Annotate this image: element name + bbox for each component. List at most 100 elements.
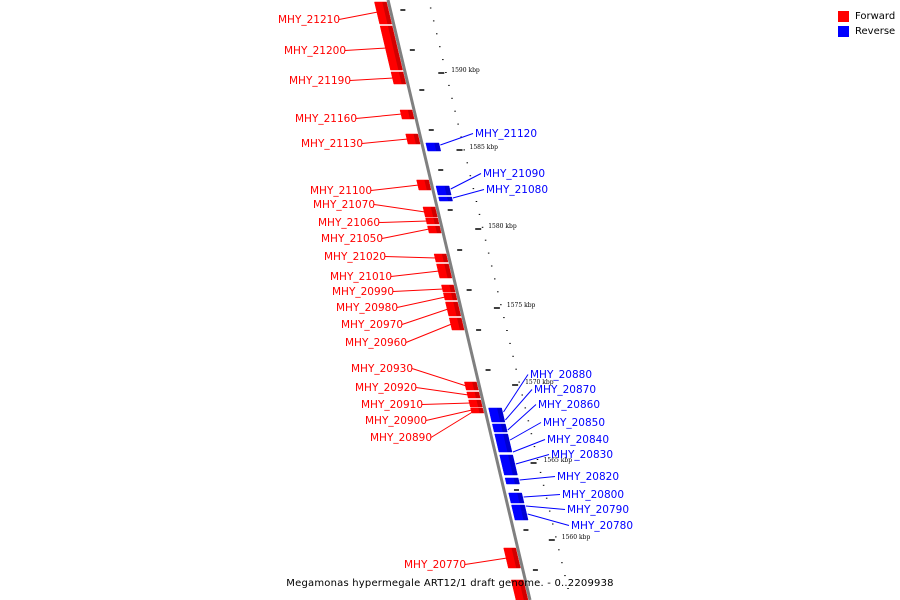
- forward-gene-block-shade: [449, 285, 456, 292]
- forward-gene-block-shade: [511, 548, 521, 568]
- reverse-gene-label[interactable]: MHY_20860: [538, 399, 600, 411]
- legend-forward-swatch: [838, 11, 849, 22]
- forward-callout-line: [384, 256, 437, 259]
- reverse-gene-block: [438, 196, 453, 202]
- forward-gene-block-shade: [474, 392, 481, 398]
- forward-gene-block-shade: [387, 26, 403, 70]
- forward-callout-line: [405, 323, 452, 343]
- forward-gene-label[interactable]: MHY_21200: [284, 45, 346, 57]
- legend-forward-label: Forward: [855, 11, 896, 22]
- reverse-callout-line: [512, 439, 546, 453]
- reverse-gene-block: [494, 433, 513, 453]
- forward-gene-block: [379, 25, 403, 71]
- forward-gene-block-shade: [424, 180, 431, 190]
- forward-gene-block-shade: [444, 264, 452, 278]
- forward-gene-label[interactable]: MHY_20770: [404, 559, 466, 571]
- reverse-gene-block: [502, 467, 518, 476]
- reverse-callout-line: [503, 374, 529, 413]
- reverse-gene-label[interactable]: MHY_21090: [483, 168, 545, 180]
- forward-gene-label[interactable]: MHY_21160: [295, 113, 357, 125]
- reverse-gene-block-shade: [517, 493, 525, 503]
- scale-label: 1590 kbp: [451, 67, 480, 74]
- reverse-gene-label[interactable]: MHY_20850: [543, 417, 605, 429]
- forward-gene-label[interactable]: MHY_20920: [355, 382, 417, 394]
- forward-gene-label[interactable]: MHY_21100: [310, 185, 372, 197]
- forward-gene-label[interactable]: MHY_21050: [321, 233, 383, 245]
- forward-gene-block: [436, 263, 453, 279]
- reverse-gene-block-shade: [503, 434, 512, 452]
- forward-gene-label[interactable]: MHY_21020: [324, 251, 386, 263]
- reverse-callout-line: [505, 389, 533, 421]
- reverse-gene-block-shade: [521, 512, 529, 520]
- forward-gene-block: [503, 547, 521, 569]
- gene-features: [374, 1, 529, 600]
- forward-callout-line: [344, 47, 387, 51]
- reverse-gene-label[interactable]: MHY_20880: [530, 369, 592, 381]
- forward-gene-label[interactable]: MHY_20960: [345, 337, 407, 349]
- forward-gene-label[interactable]: MHY_20890: [370, 432, 432, 444]
- forward-gene-block-shade: [413, 134, 421, 144]
- forward-gene-block-shade: [398, 72, 406, 84]
- scale-label: 1580 kbp: [488, 223, 517, 230]
- forward-callout-line: [373, 204, 426, 213]
- forward-callout-line: [464, 557, 508, 565]
- legend-reverse: Reverse: [838, 24, 895, 39]
- forward-gene-block: [427, 225, 442, 234]
- reverse-gene-label[interactable]: MHY_20790: [567, 504, 629, 516]
- forward-gene-block: [448, 317, 465, 331]
- reverse-gene-label[interactable]: MHY_20820: [557, 471, 619, 483]
- forward-callout-line: [392, 288, 444, 292]
- reverse-callout-line: [440, 133, 474, 146]
- forward-callout-line: [381, 228, 430, 239]
- forward-gene-label[interactable]: MHY_21130: [301, 138, 363, 150]
- scale-labels: 1590 kbp 1585 kbp 1580 kbp 1575 kbp 1570 kbp…: [438, 67, 590, 541]
- forward-callout-line: [411, 368, 467, 387]
- forward-gene-label[interactable]: MHY_20980: [336, 302, 398, 314]
- forward-gene-label[interactable]: MHY_21210: [278, 14, 340, 26]
- forward-gene-block: [466, 391, 481, 399]
- reverse-gene-block: [492, 423, 508, 433]
- forward-gene-label[interactable]: MHY_20910: [361, 399, 423, 411]
- reverse-gene-block-shade: [500, 424, 508, 432]
- reverse-gene-block: [425, 142, 442, 152]
- forward-gene-block-shade: [453, 302, 461, 316]
- reverse-gene-label[interactable]: MHY_21120: [475, 128, 537, 140]
- forward-gene-block: [441, 284, 456, 293]
- legend-forward: Forward: [838, 9, 895, 24]
- forward-gene-block: [468, 399, 483, 408]
- forward-gene-block: [470, 407, 485, 414]
- forward-gene-block-shade: [441, 254, 449, 262]
- reverse-gene-label[interactable]: MHY_20840: [547, 434, 609, 446]
- gene-callouts: MHY_21210 MHY_21200 MHY_21190 MHY_21160 MHY_…: [278, 11, 633, 571]
- forward-gene-label[interactable]: MHY_20900: [365, 415, 427, 427]
- reverse-gene-block: [435, 185, 452, 196]
- scale-label: 1575 kbp: [507, 302, 536, 309]
- forward-gene-block-shade: [519, 580, 528, 600]
- forward-callout-line: [425, 409, 473, 421]
- genome-caption: Megamonas hypermegale ART12/1 draft geno…: [286, 578, 614, 589]
- reverse-gene-label[interactable]: MHY_20870: [534, 384, 596, 396]
- forward-gene-block: [464, 381, 479, 391]
- reverse-gene-label[interactable]: MHY_20830: [551, 449, 613, 461]
- forward-gene-label[interactable]: MHY_20990: [332, 286, 394, 298]
- reverse-callout-line: [527, 513, 570, 526]
- forward-gene-label[interactable]: MHY_21070: [313, 199, 375, 211]
- reverse-gene-label[interactable]: MHY_20800: [562, 489, 624, 501]
- reverse-gene-label[interactable]: MHY_21080: [486, 184, 548, 196]
- reverse-gene-block-shade: [511, 468, 518, 475]
- reverse-gene-label[interactable]: MHY_20780: [571, 520, 633, 532]
- reverse-callout-line: [519, 476, 556, 481]
- reverse-callout-line: [507, 404, 537, 431]
- forward-gene-label[interactable]: MHY_21010: [330, 271, 392, 283]
- forward-callout-line: [430, 411, 473, 438]
- forward-gene-block-shade: [478, 408, 484, 413]
- forward-gene-label[interactable]: MHY_20930: [351, 363, 413, 375]
- forward-gene-label[interactable]: MHY_20970: [341, 319, 403, 331]
- forward-gene-label[interactable]: MHY_21060: [318, 217, 380, 229]
- forward-gene-block: [422, 206, 438, 218]
- forward-gene-block-shade: [472, 382, 479, 390]
- reverse-callout-line: [523, 494, 561, 498]
- forward-gene-block: [399, 109, 415, 120]
- forward-gene-label[interactable]: MHY_21190: [289, 75, 351, 87]
